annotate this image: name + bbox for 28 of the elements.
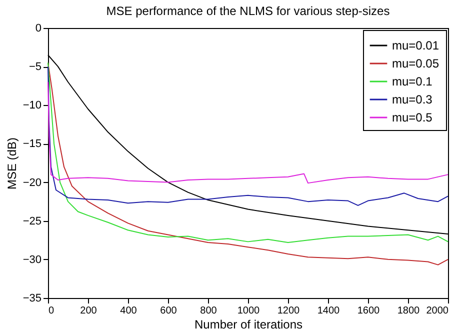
x-tick-label: 1400 xyxy=(317,306,340,316)
legend-label: mu=0.1 xyxy=(392,74,433,88)
x-tick-label: 1200 xyxy=(277,306,300,316)
y-tick-label: −15 xyxy=(22,138,42,150)
y-tick-label: −5 xyxy=(28,61,42,74)
y-tick-label: −35 xyxy=(22,292,42,304)
y-tick-label: −10 xyxy=(22,100,42,112)
chart-title: MSE performance of the NLMS for various step-sizes xyxy=(106,4,390,18)
legend-label: mu=0.01 xyxy=(392,38,440,52)
x-tick-label: 600 xyxy=(160,306,178,316)
legend-label: mu=0.5 xyxy=(392,110,433,124)
x-tick-label: 2000 xyxy=(426,306,449,316)
y-tick-label: −20 xyxy=(22,176,42,189)
y-tick-label: −25 xyxy=(22,215,42,228)
x-tick-label: 1600 xyxy=(357,306,380,316)
x-tick-label: 0 xyxy=(48,306,54,316)
legend-label: mu=0.3 xyxy=(392,92,433,106)
y-tick-label: −30 xyxy=(22,254,42,266)
x-tick-label: 1800 xyxy=(397,306,420,316)
legend-label: mu=0.05 xyxy=(392,56,440,70)
y-axis-title: MSE (dB) xyxy=(4,137,19,190)
x-tick-label: 200 xyxy=(80,306,98,316)
line-series xyxy=(48,66,448,206)
x-tick-label: 800 xyxy=(200,306,218,316)
x-tick-label: 1000 xyxy=(237,306,260,316)
x-tick-label: 400 xyxy=(120,306,138,316)
x-axis-title: Number of iterations xyxy=(194,318,303,332)
y-tick-label: 0 xyxy=(35,22,42,34)
